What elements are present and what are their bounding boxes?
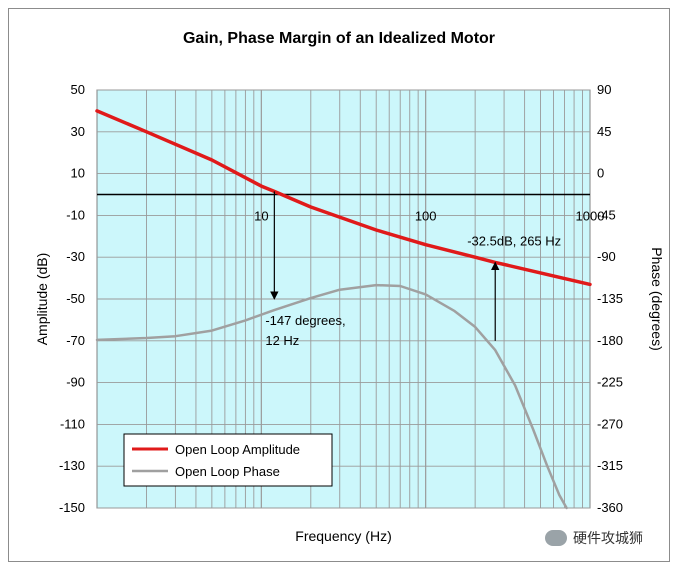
y-tick-label: -110 <box>60 416 85 431</box>
y-tick-label: -90 <box>66 375 85 390</box>
watermark-text: 硬件攻城狮 <box>573 530 643 546</box>
y-right-tick-label: -360 <box>597 500 623 515</box>
y-right-tick-label: 0 <box>597 166 604 181</box>
annotation-label-1-line: 12 Hz <box>265 333 299 348</box>
y-right-tick-label: 90 <box>597 82 611 97</box>
y-tick-label: 50 <box>71 82 85 97</box>
y-right-tick-label: -225 <box>597 375 623 390</box>
annotation-label-1-line: -147 degrees, <box>265 313 345 328</box>
y-tick-label: -70 <box>66 333 85 348</box>
series-line-2 <box>95 283 568 510</box>
chart-title: Gain, Phase Margin of an Idealized Motor <box>182 30 496 47</box>
y-right-tick-label: -90 <box>597 249 616 264</box>
x-tick-label: 1000 <box>576 209 605 224</box>
annotation-label-1: -147 degrees, 12 Hz <box>265 313 345 348</box>
y-tick-label: -150 <box>59 500 85 515</box>
y-right-tick-label: -315 <box>597 458 623 473</box>
y-tick-label: -30 <box>66 249 85 264</box>
y-right-tick-label: -135 <box>597 291 623 306</box>
watermark: 硬件攻城狮 <box>545 528 643 548</box>
chat-icon <box>545 530 567 546</box>
y-right-tick-label: 45 <box>597 124 611 139</box>
annotation-label-2: -32.5dB, 265 Hz <box>467 233 561 248</box>
legend-label-2: Open Loop Phase <box>175 464 280 479</box>
y-right-axis-label: Phase (degrees) <box>649 247 665 351</box>
x-axis-label: Frequency (Hz) <box>295 528 391 544</box>
legend-label-1: Open Loop Amplitude <box>175 442 300 457</box>
x-tick-label: 10 <box>254 209 268 224</box>
y-tick-label: 30 <box>71 124 85 139</box>
y-tick-label: -50 <box>66 291 85 306</box>
y-tick-label: 10 <box>71 166 85 181</box>
y-right-tick-label: -270 <box>597 416 623 431</box>
series-line-1 <box>95 109 592 287</box>
x-tick-label: 100 <box>415 209 437 224</box>
y-right-tick-label: -45 <box>597 207 616 222</box>
y-tick-label: -10 <box>66 207 85 222</box>
y-axis-label: Amplitude (dB) <box>34 253 50 346</box>
y-tick-label: -130 <box>59 458 85 473</box>
y-right-tick-label: -180 <box>597 333 623 348</box>
legend-box <box>123 433 333 487</box>
